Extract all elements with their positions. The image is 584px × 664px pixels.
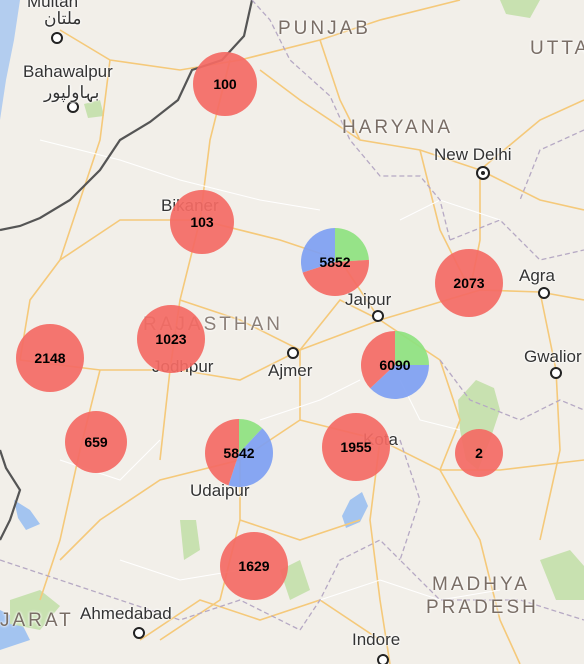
- cluster-slice: [455, 429, 503, 477]
- cluster-marker-1023[interactable]: 1023: [137, 305, 205, 373]
- cluster-marker-6090[interactable]: 6090: [361, 331, 429, 399]
- cluster-count-2073: 2073: [453, 275, 484, 291]
- cluster-slice-1: [302, 259, 370, 296]
- cluster-marker-100[interactable]: 100: [193, 52, 257, 116]
- cluster-marker-5842[interactable]: 5842: [204, 419, 273, 487]
- city-label-ajmer: Ajmer: [268, 361, 313, 380]
- cluster-count-1629: 1629: [238, 558, 269, 574]
- cluster-slice: [220, 532, 288, 600]
- cluster-count-2148: 2148: [34, 350, 65, 366]
- city-label-indore: Indore: [352, 630, 401, 649]
- cluster-slice-1: [370, 365, 429, 399]
- city-dot-ajmer[interactable]: [287, 347, 299, 359]
- lake-south: [342, 492, 368, 528]
- green-area-5: [10, 590, 60, 630]
- cluster-marker-1629[interactable]: 1629: [220, 532, 288, 600]
- cluster-marker-2073[interactable]: 2073: [435, 249, 503, 317]
- cluster-count-103: 103: [190, 214, 214, 230]
- cluster-slice-2: [301, 228, 335, 273]
- gulf-west: [0, 610, 30, 650]
- cluster-slice-1: [228, 428, 273, 487]
- city-dot-indore[interactable]: [377, 654, 389, 664]
- cluster-marker-2[interactable]: 2: [455, 429, 503, 477]
- region-label-pradesh: PRADESH: [426, 597, 539, 618]
- cluster-slice: [193, 52, 257, 116]
- city-label-bahawalpur: Bahawalpur: [23, 62, 113, 81]
- state-borders: [0, 0, 584, 631]
- cluster-slice: [322, 413, 390, 481]
- city-label-multan: Multan: [27, 0, 79, 11]
- cluster-slice-2: [361, 331, 395, 389]
- city-dot-ahmedabad[interactable]: [133, 627, 145, 639]
- city-label-new-delhi: New Delhi: [434, 145, 512, 164]
- cluster-slice: [65, 411, 127, 473]
- city-label-gwalior: Gwalior: [524, 347, 582, 366]
- cluster-marker-103[interactable]: 103: [170, 190, 234, 254]
- city-dot-agra[interactable]: [538, 287, 550, 299]
- capital-dot-new-delhi[interactable]: [476, 166, 490, 180]
- city-dot-jaipur[interactable]: [372, 310, 384, 322]
- cluster-count-659: 659: [84, 434, 108, 450]
- international-border-south: [0, 449, 22, 541]
- cluster-count-2: 2: [475, 445, 483, 461]
- cluster-slice: [16, 324, 84, 392]
- city-dot-multan[interactable]: [51, 32, 63, 44]
- city-label-agra: Agra: [519, 266, 555, 285]
- city-label-ahmedabad: Ahmedabad: [80, 604, 172, 623]
- region-label-uttarakhand: UTTA: [530, 38, 584, 59]
- region-label-gujarat: JARAT: [0, 610, 74, 631]
- cluster-slice-0: [335, 227, 369, 262]
- green-area-6: [84, 100, 104, 118]
- cluster-count-5842: 5842: [223, 445, 254, 461]
- city-label-multan-urdu: ملتان: [44, 9, 82, 28]
- cluster-marker-659[interactable]: 659: [65, 411, 127, 473]
- green-area-2: [180, 520, 200, 560]
- cluster-slice-2: [204, 419, 239, 486]
- cluster-slice-0: [239, 419, 263, 453]
- reservoir-west: [14, 500, 40, 530]
- cluster-slice: [170, 190, 234, 254]
- river-west: [0, 0, 20, 120]
- cluster-count-5852: 5852: [319, 254, 350, 270]
- region-label-punjab: PUNJAB: [278, 18, 371, 39]
- cluster-slice: [137, 305, 205, 373]
- cluster-marker-5852[interactable]: 5852: [301, 227, 370, 296]
- city-label-jaipur: Jaipur: [345, 290, 392, 309]
- city-dot-gwalior[interactable]: [550, 367, 562, 379]
- city-dot-bahawalpur[interactable]: [67, 101, 79, 113]
- region-label-madhya: MADHYA: [432, 574, 530, 595]
- cluster-count-100: 100: [213, 76, 237, 92]
- cluster-marker-2148[interactable]: 2148: [16, 324, 84, 392]
- green-area-7: [500, 0, 540, 18]
- region-label-haryana: HARYANA: [342, 117, 454, 138]
- city-label-bahawalpur-urdu: بہاولپور: [44, 83, 100, 102]
- cluster-count-6090: 6090: [379, 357, 410, 373]
- green-area-4: [540, 550, 584, 600]
- cluster-slice: [435, 249, 503, 317]
- cluster-marker-1955[interactable]: 1955: [322, 413, 390, 481]
- cluster-slice-0: [395, 331, 429, 365]
- cluster-count-1023: 1023: [155, 331, 186, 347]
- cluster-count-1955: 1955: [340, 439, 371, 455]
